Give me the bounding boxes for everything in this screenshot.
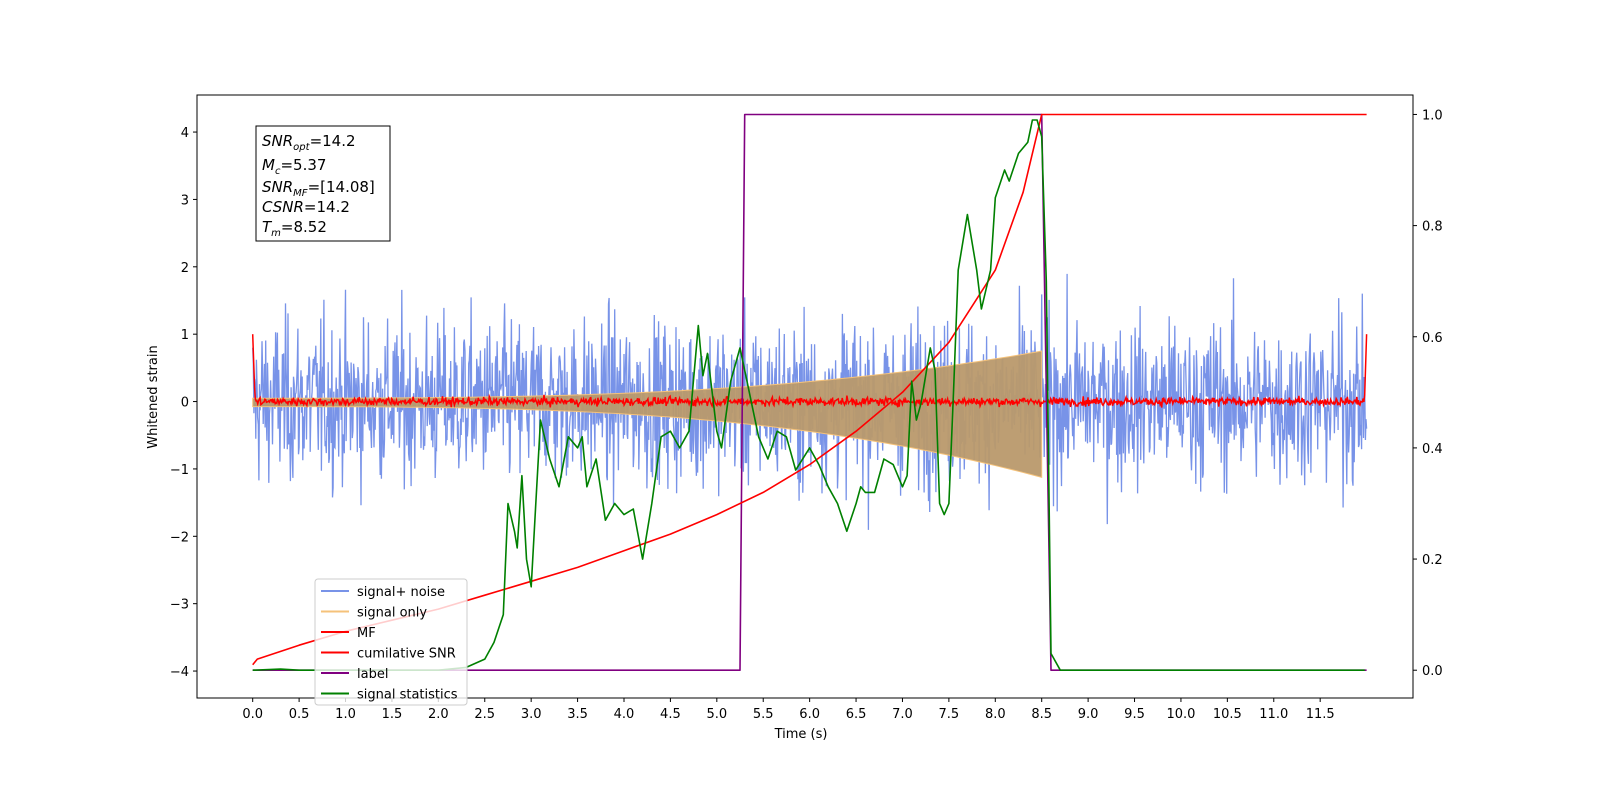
y-tick-label: 2 [181,261,189,276]
snr-mf-value: [14.08] [320,178,375,196]
y2-tick-label: 1.0 [1422,108,1443,123]
x-tick-label: 5.0 [706,707,727,722]
y2-axis-ticks: 0.0 0.2 0.4 0.6 0.8 1.0 [1413,108,1443,679]
legend-frame [314,578,468,706]
tm-value: 8.52 [294,218,327,236]
y2-tick-label: 0.8 [1422,220,1443,235]
y-tick-label: −2 [170,530,189,545]
y-tick-label: −1 [170,463,189,478]
y-tick-label: −4 [170,665,189,680]
legend-label: MF [357,626,376,641]
x-tick-label: 9.5 [1124,707,1145,722]
x-tick-label: 7.5 [939,707,960,722]
x-tick-label: 4.0 [614,707,635,722]
y-axis-ticks: −4 −3 −2 −1 0 1 2 3 4 [170,126,197,680]
x-axis-label: Time (s) [774,727,828,742]
series-signal-statistics-line [252,119,1365,671]
snr-opt-value: 14.2 [322,132,355,150]
x-tick-label: 2.5 [474,707,495,722]
y-tick-label: −3 [170,598,189,613]
x-tick-label: 0.5 [289,707,310,722]
x-tick-label: 5.5 [753,707,774,722]
x-tick-label: 0.0 [242,707,263,722]
y2-tick-label: 0.6 [1422,331,1443,346]
x-tick-label: 8.0 [985,707,1006,722]
x-tick-label: 3.0 [521,707,542,722]
y2-tick-label: 0.4 [1422,442,1443,457]
mc-value: 5.37 [293,156,326,174]
x-tick-label: 1.5 [382,707,403,722]
svg-text:SNRopt=14.2: SNRopt=14.2 [262,132,356,153]
legend-label: signal+ noise [357,585,445,600]
x-tick-label: 3.5 [567,707,588,722]
legend-label: signal only [357,606,427,621]
x-tick-label: 10.0 [1166,707,1195,722]
x-tick-label: 1.0 [335,707,356,722]
x-tick-label: 9.0 [1078,707,1099,722]
x-tick-label: 7.0 [892,707,913,722]
x-tick-label: 2.0 [428,707,449,722]
y-tick-label: 4 [181,126,189,141]
x-tick-label: 4.5 [660,707,681,722]
legend-label: label [357,667,388,682]
x-tick-label: 6.5 [846,707,867,722]
x-tick-label: 11.5 [1306,707,1335,722]
series-signal-only-area [252,350,1043,478]
x-tick-label: 11.0 [1259,707,1288,722]
y-tick-label: 0 [181,396,189,411]
series-mf-line [251,334,1368,409]
x-tick-label: 8.5 [1031,707,1052,722]
svg-text:Tm=8.52: Tm=8.52 [262,218,327,239]
csnr-value: 14.2 [317,198,350,216]
x-tick-label: 6.0 [799,707,820,722]
y-tick-label: 1 [181,328,189,343]
plot-frame [196,94,1414,699]
svg-text:CSNR=14.2: CSNR=14.2 [262,198,350,216]
x-tick-label: 10.5 [1213,707,1242,722]
info-box: SNRopt=14.2 Mc=5.37 SNRMF=[14.08] CSNR=1… [255,125,391,242]
y-axis-label: Whitened strain [146,345,161,448]
plot-area [251,113,1368,671]
y2-tick-label: 0.0 [1422,664,1443,679]
y2-tick-label: 0.2 [1422,553,1443,568]
legend: signal+ noise signal only MF cumilative SNR… [314,578,468,706]
legend-label: cumilative SNR [357,647,456,662]
legend-label: signal statistics [357,688,458,703]
svg-text:Mc=5.37: Mc=5.37 [262,156,326,177]
y-tick-label: 3 [181,193,189,208]
svg-text:SNRMF=[14.08]: SNRMF=[14.08] [262,178,375,199]
x-axis-ticks: 0.0 0.5 1.0 1.5 2.0 2.5 3.0 3.5 4.0 4.5 5.0 5.5 6.0 6… [242,698,1335,722]
